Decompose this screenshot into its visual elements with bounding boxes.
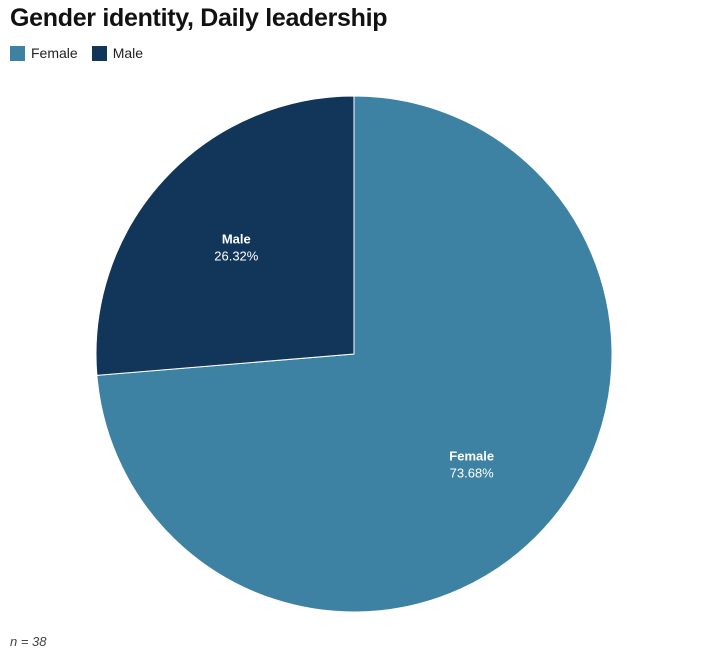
legend-swatch-female	[10, 45, 25, 61]
legend-swatch-male	[91, 45, 107, 61]
pie-slice-male[interactable]	[95, 95, 355, 376]
slice-label-value-female: 73.68%	[450, 465, 495, 480]
legend-item-male[interactable]: Male	[91, 45, 144, 61]
legend-label-female: Female	[31, 45, 78, 61]
slice-label-name-male: Male	[222, 232, 251, 247]
slice-label-value-male: 26.32%	[214, 249, 259, 264]
legend: Female Male	[10, 45, 143, 61]
slice-label-female: Female 73.68%	[449, 448, 494, 480]
sample-size-note: n = 38	[10, 634, 47, 649]
legend-item-female[interactable]: Female	[10, 45, 78, 61]
slice-label-name-female: Female	[449, 448, 494, 463]
chart-title: Gender identity, Daily leadership	[10, 4, 388, 32]
slice-label-male: Male 26.32%	[214, 232, 259, 264]
legend-label-male: Male	[112, 45, 144, 61]
